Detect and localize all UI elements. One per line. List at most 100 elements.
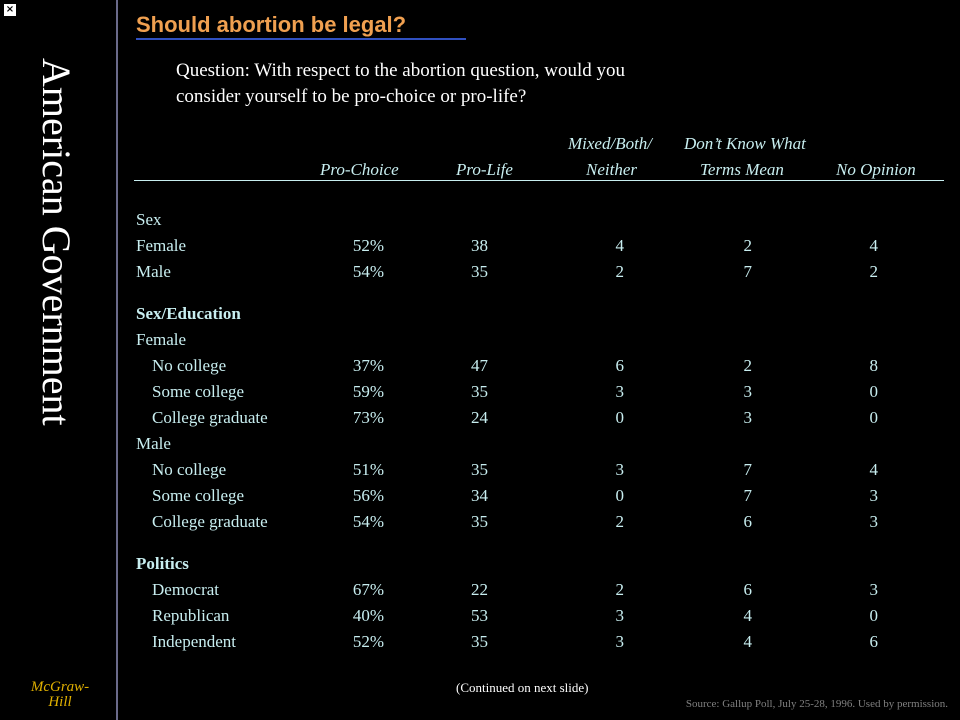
table-row: College graduate 73% 24 0 3 0	[134, 408, 944, 434]
row-label: College graduate	[152, 512, 268, 531]
cell-value: 3	[869, 486, 879, 505]
row-label: Female	[136, 330, 187, 349]
row-label: Some college	[152, 382, 245, 401]
question-line-1: Question: With respect to the abortion q…	[176, 60, 626, 81]
cell-value: 3	[615, 382, 625, 401]
cell-value: 35	[471, 632, 488, 651]
cell-value: 51%	[352, 460, 384, 479]
table-row: Independent 52% 35 3 4 6	[134, 632, 944, 658]
row-label: Independent	[152, 632, 237, 651]
row-label: Female	[136, 236, 187, 255]
question-text: Question: With respect to the abortion q…	[176, 58, 816, 110]
cell-value: 6	[615, 356, 625, 375]
table-row: No college 37% 47 6 2 8	[134, 356, 944, 382]
cell-value: 52%	[352, 236, 384, 255]
cell-value: 2	[743, 236, 753, 255]
row-label: College graduate	[152, 408, 268, 427]
table-row: Politics	[134, 554, 944, 580]
table-row: Some college 56% 34 0 7 3	[134, 486, 944, 512]
cell-value: 3	[615, 606, 625, 625]
vertical-title: American Government	[34, 58, 79, 426]
header-dontknow-top: Don’t Know What	[684, 134, 806, 153]
cell-value: 3	[743, 382, 753, 401]
cell-value: 40%	[352, 606, 384, 625]
cell-value: 3	[743, 408, 753, 427]
header-dontknow-bottom: Terms Mean	[700, 160, 784, 179]
cell-value: 2	[615, 580, 625, 599]
cell-value: 2	[615, 512, 625, 531]
cell-value: 3	[869, 512, 879, 531]
cell-value: 6	[743, 580, 753, 599]
table-row: College graduate 54% 35 2 6 3	[134, 512, 944, 538]
cell-value: 7	[743, 262, 753, 281]
cell-value: 0	[869, 382, 879, 401]
cell-value: 35	[471, 460, 488, 479]
cell-value: 0	[869, 408, 879, 427]
cell-value: 38	[471, 236, 488, 255]
table-row: Male	[134, 434, 944, 460]
continued-note: (Continued on next slide)	[456, 680, 589, 695]
row-label: Sex	[136, 210, 162, 229]
cell-value: 0	[615, 408, 625, 427]
cell-value: 35	[471, 262, 488, 281]
cell-value: 22	[471, 580, 488, 599]
cell-value: 0	[615, 486, 625, 505]
cell-value: 8	[869, 356, 879, 375]
row-label: Republican	[152, 606, 230, 625]
sidebar: × American Government McGraw- Hill	[0, 0, 118, 720]
cell-value: 4	[615, 236, 625, 255]
cell-value: 52%	[352, 632, 384, 651]
row-label: No college	[152, 460, 227, 479]
row-label: Democrat	[152, 580, 220, 599]
header-mixed-bottom: Neither	[586, 160, 637, 179]
table-row: Female	[134, 330, 944, 356]
cell-value: 2	[743, 356, 753, 375]
slide-title: Should abortion be legal?	[136, 12, 407, 37]
publisher-line-1: McGraw-	[30, 679, 90, 695]
row-label: No college	[152, 356, 227, 375]
cell-value: 7	[743, 460, 753, 479]
table-row: Male 54% 35 2 7 2	[134, 262, 944, 288]
cell-value: 54%	[352, 512, 384, 531]
close-icon[interactable]: ×	[4, 4, 16, 16]
cell-value: 59%	[352, 382, 384, 401]
header-mixed-top: Mixed/Both/	[568, 134, 653, 153]
cell-value: 3	[615, 632, 625, 651]
cell-value: 37%	[352, 356, 384, 375]
cell-value: 4	[743, 606, 753, 625]
row-label: Some college	[152, 486, 245, 505]
row-label: Male	[136, 262, 171, 281]
row-label: Male	[136, 434, 171, 453]
cell-value: 6	[869, 632, 879, 651]
table-row: No college 51% 35 3 7 4	[134, 460, 944, 486]
table-row: Female 52% 38 4 2 4	[134, 236, 944, 262]
title-underline	[136, 38, 466, 40]
cell-value: 6	[743, 512, 753, 531]
cell-value: 4	[869, 460, 879, 479]
cell-value: 4	[869, 236, 879, 255]
cell-value: 24	[471, 408, 488, 427]
cell-value: 0	[869, 606, 879, 625]
header-pro-choice: Pro-Choice	[320, 160, 399, 179]
table-row: Democrat 67% 22 2 6 3	[134, 580, 944, 606]
source-citation: Source: Gallup Poll, July 25-28, 1996. U…	[685, 698, 948, 710]
column-headers: Pro-Choice Pro-Life Mixed/Both/ Neither …	[134, 134, 944, 180]
cell-value: 35	[471, 512, 488, 531]
publisher-line-2: Hill	[48, 694, 72, 710]
cell-value: 3	[869, 580, 879, 599]
cell-value: 73%	[352, 408, 384, 427]
row-label: Sex/Education	[136, 304, 241, 323]
table-row: Some college 59% 35 3 3 0	[134, 382, 944, 408]
cell-value: 2	[615, 262, 625, 281]
cell-value: 34	[471, 486, 488, 505]
cell-value: 4	[743, 632, 753, 651]
question-line-2: consider yourself to be pro-choice or pr…	[176, 86, 527, 107]
cell-value: 53	[471, 606, 488, 625]
table-row: Sex	[134, 210, 944, 236]
cell-value: 56%	[352, 486, 384, 505]
table-row: Sex/Education	[134, 304, 944, 330]
cell-value: 47	[471, 356, 488, 375]
publisher-logo: McGraw- Hill	[20, 680, 100, 710]
cell-value: 3	[615, 460, 625, 479]
cell-value: 54%	[352, 262, 384, 281]
